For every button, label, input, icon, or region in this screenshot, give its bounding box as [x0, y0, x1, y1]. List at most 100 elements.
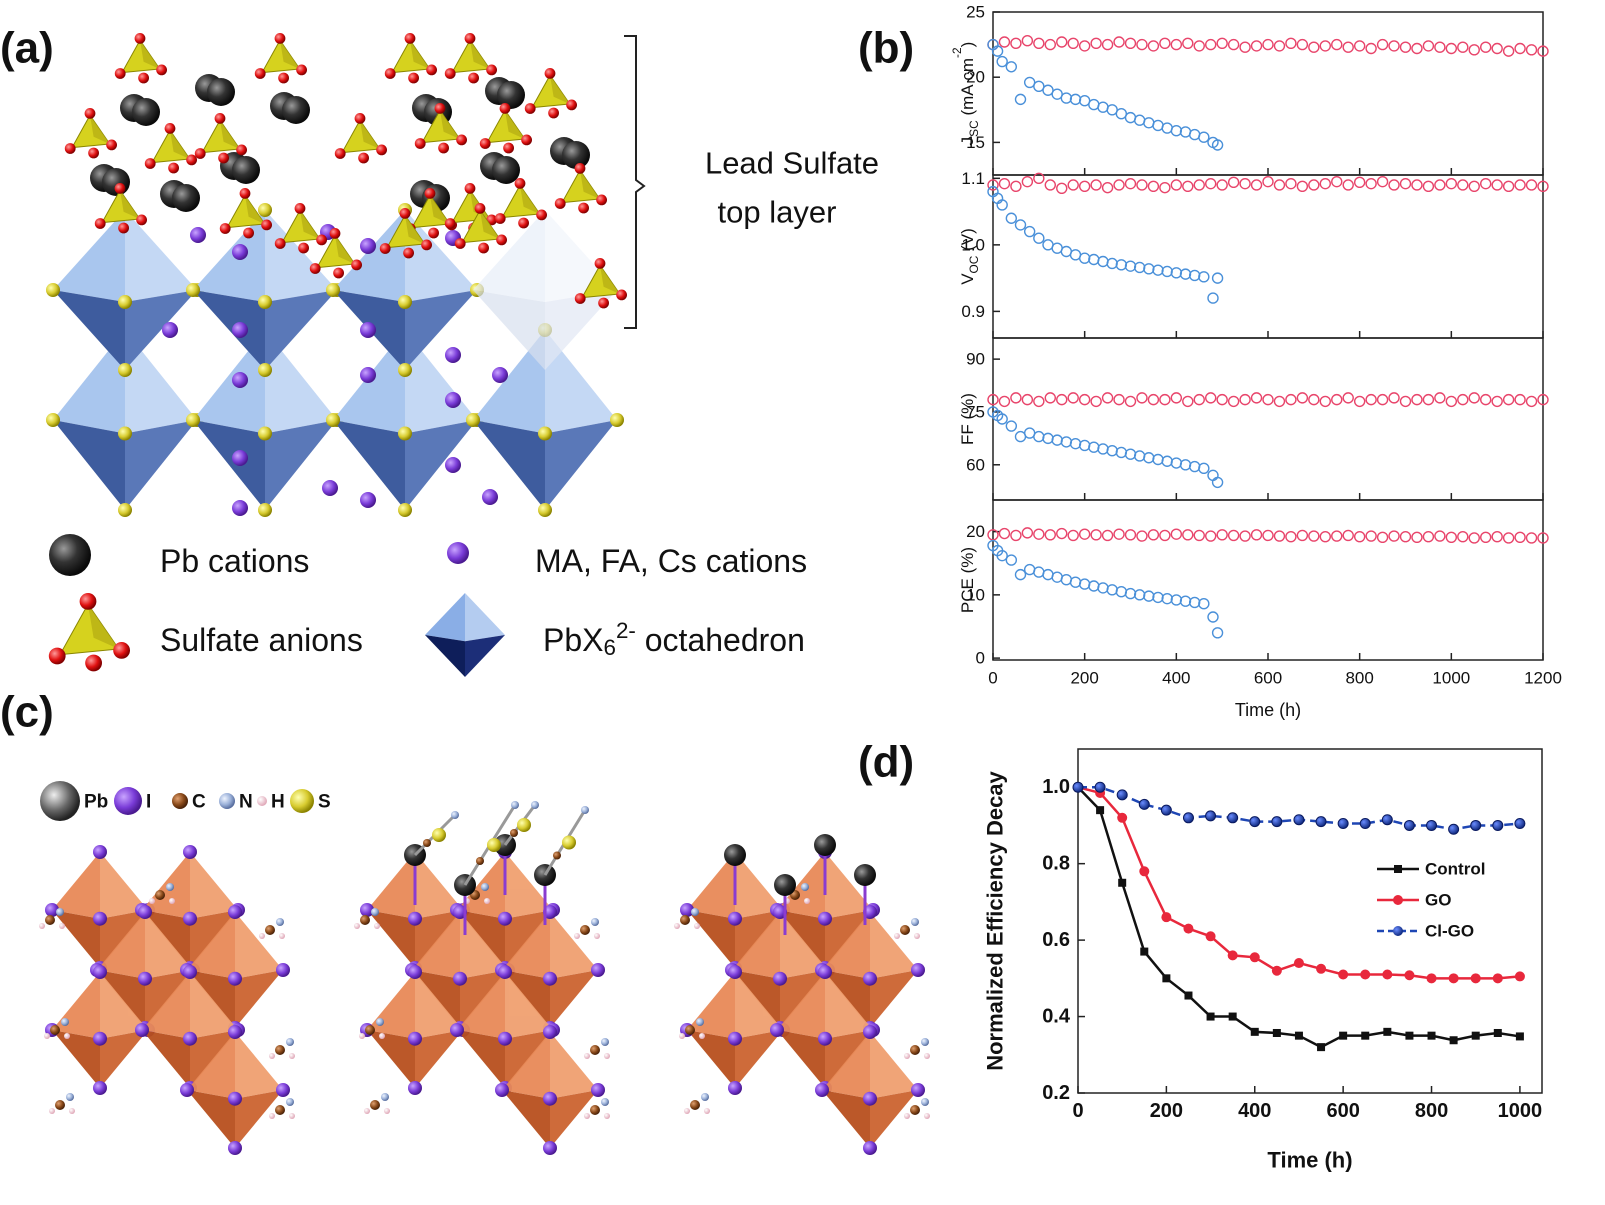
data-point	[1170, 457, 1183, 469]
data-point	[1445, 395, 1458, 408]
data-point	[1021, 527, 1034, 539]
atom	[910, 1105, 920, 1115]
atom	[553, 851, 561, 860]
legend-label: H	[271, 792, 285, 813]
atom	[144, 158, 156, 169]
data-point	[1468, 180, 1480, 193]
data-point	[1227, 529, 1240, 542]
data-point	[996, 55, 1008, 68]
panel-label: (d)	[858, 738, 914, 787]
atom	[228, 1141, 242, 1155]
data-point	[1525, 395, 1538, 408]
data-point	[1152, 453, 1164, 466]
atom	[88, 147, 99, 159]
atom	[261, 219, 272, 231]
atom	[333, 267, 344, 279]
marker	[1360, 969, 1371, 980]
data-point	[1342, 392, 1354, 404]
data-point	[1078, 180, 1091, 193]
panel-label: (a)	[0, 24, 54, 73]
y-axis-label-part: PCE (%)	[958, 547, 977, 613]
data-point	[1170, 528, 1183, 540]
y-axis-label-part: J	[958, 137, 977, 146]
data-point	[1042, 568, 1054, 581]
data-point	[1502, 532, 1515, 544]
octahedron-face	[502, 1090, 550, 1148]
data-point	[1179, 459, 1192, 471]
marker	[1427, 1031, 1436, 1040]
atom	[258, 426, 272, 441]
y-tick-label: 0	[976, 649, 985, 668]
data-point	[1161, 122, 1173, 134]
legend-label: GO	[1425, 891, 1451, 910]
data-point	[1445, 177, 1458, 190]
legend-label: S	[318, 792, 331, 813]
data-point	[1067, 37, 1079, 49]
data-point	[1069, 576, 1082, 588]
atom	[384, 68, 396, 79]
atom	[183, 911, 197, 926]
data-point	[1010, 529, 1022, 542]
y-tick-label: 0.9	[961, 302, 985, 321]
atom	[428, 227, 439, 239]
sulfate-face	[120, 190, 140, 219]
octahedron-face	[405, 290, 477, 370]
octahedron-face	[125, 210, 197, 302]
data-point	[1525, 44, 1538, 56]
octahedron-face	[502, 1032, 550, 1099]
atom	[404, 33, 416, 44]
marker	[1249, 816, 1261, 828]
data-point	[1097, 582, 1109, 594]
data-point	[1005, 61, 1018, 73]
data-point	[1078, 94, 1091, 107]
data-point	[1250, 529, 1263, 541]
atom	[218, 152, 230, 164]
atom	[724, 844, 746, 866]
x-tick-label: 1200	[1524, 669, 1562, 688]
atom	[481, 883, 489, 891]
marker	[1493, 1028, 1502, 1037]
marker	[1182, 812, 1194, 824]
data-point	[1285, 37, 1297, 49]
atom	[258, 203, 272, 217]
atom	[408, 911, 422, 926]
data-point	[998, 36, 1011, 48]
data-point	[1388, 392, 1400, 404]
y-axis-label-part: SC	[967, 120, 981, 137]
data-point	[1342, 41, 1354, 53]
atom	[286, 1098, 294, 1106]
data-point	[1319, 395, 1331, 408]
data-point	[1198, 271, 1210, 283]
octahedron-face	[52, 852, 100, 919]
marker	[1382, 969, 1393, 980]
y-tick-label: 20	[966, 68, 985, 87]
atom	[168, 162, 180, 174]
atom	[521, 134, 532, 146]
x-tick-label: 800	[1415, 1100, 1448, 1122]
legend-icon	[219, 793, 235, 809]
atom	[696, 1018, 704, 1026]
octahedron-face	[235, 1032, 283, 1099]
octahedron	[473, 330, 617, 510]
atom	[282, 96, 310, 124]
atom	[904, 1113, 910, 1119]
data-point	[1491, 530, 1503, 543]
data-point	[1353, 40, 1366, 52]
data-point	[1078, 393, 1091, 406]
data-point	[1434, 41, 1446, 53]
atom	[464, 33, 476, 44]
marker	[1338, 969, 1349, 980]
atom	[464, 183, 476, 194]
atom	[93, 1031, 107, 1046]
data-point	[1090, 179, 1102, 191]
data-point	[1308, 530, 1320, 542]
atom	[911, 918, 919, 926]
data-point	[1211, 139, 1224, 151]
atom	[450, 1023, 464, 1037]
data-point	[1014, 568, 1027, 581]
atom	[183, 965, 197, 979]
octahedron-face	[193, 420, 265, 510]
data-point	[1285, 393, 1297, 406]
atom	[524, 103, 536, 114]
marker	[1138, 798, 1150, 810]
